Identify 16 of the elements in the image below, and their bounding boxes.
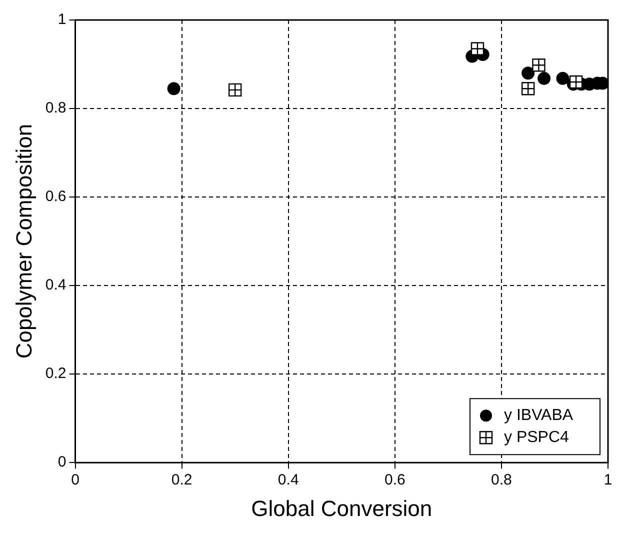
x-tick-label: 0.2 [171,472,192,489]
x-tick-label: 0.4 [278,472,299,489]
y-tick-label: 0.2 [45,365,66,382]
y-tick-label: 0.6 [45,188,66,206]
x-tick-label: 0 [71,472,80,489]
y-axis-title: Copolymer Composition [11,124,36,359]
x-tick-label: 0.8 [491,472,512,489]
legend-label: y IBVABA [504,407,574,424]
x-axis-title: Global Conversion [251,496,432,521]
y-tick-label: 1 [58,11,66,28]
x-tick-label: 1 [604,472,612,489]
y-tick-label: 0.4 [45,276,66,294]
y-tick-label: 0 [58,454,66,471]
y-tick-label: 0.8 [45,100,66,117]
x-tick-label: 0.6 [384,472,406,489]
legend-label: y PSPC4 [504,429,570,446]
